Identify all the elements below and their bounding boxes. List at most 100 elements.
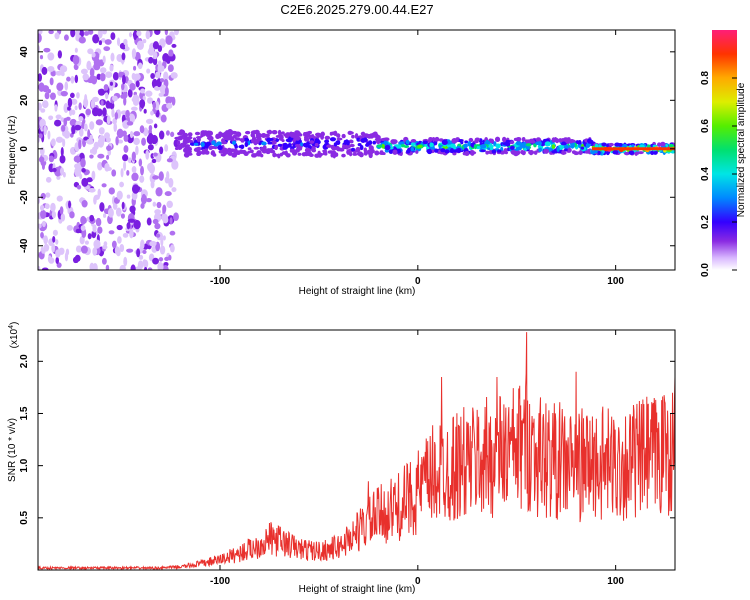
signal-speck — [470, 150, 474, 155]
signal-speck — [543, 148, 550, 154]
signal-speck — [480, 149, 487, 153]
signal-speck — [551, 150, 558, 154]
signal-speck — [232, 134, 237, 139]
noise-speck — [55, 256, 60, 265]
noise-speck — [152, 101, 157, 110]
noise-speck — [127, 88, 133, 98]
noise-speck — [52, 167, 57, 173]
noise-speck — [60, 213, 66, 222]
signal-speck — [485, 150, 489, 155]
signal-speck — [243, 151, 249, 156]
noise-speck — [153, 152, 158, 157]
noise-speck — [91, 170, 96, 181]
noise-speck — [119, 243, 125, 253]
noise-speck — [78, 102, 82, 110]
noise-speck — [152, 57, 158, 66]
signal-speck — [254, 138, 260, 145]
noise-speck — [92, 34, 100, 44]
noise-speck — [48, 115, 54, 121]
noise-speck — [122, 232, 129, 238]
noise-speck — [55, 249, 61, 258]
noise-speck — [160, 114, 167, 123]
noise-speck — [131, 166, 137, 174]
noise-speck — [154, 223, 161, 230]
signal-speck — [211, 140, 216, 145]
noise-speck — [162, 216, 169, 224]
signal-speck — [217, 145, 223, 151]
noise-speck — [140, 88, 146, 94]
noise-speck — [166, 200, 173, 209]
noise-speck — [141, 193, 146, 201]
noise-speck — [98, 40, 102, 46]
signal-speck — [240, 144, 245, 150]
noise-speck — [63, 103, 69, 114]
noise-speck — [162, 204, 167, 214]
noise-speck — [136, 248, 141, 258]
signal-speck — [426, 149, 433, 155]
signal-speck — [311, 148, 317, 153]
y-tick-label: 40 — [19, 46, 30, 58]
signal-speck — [367, 133, 373, 139]
noise-speck — [105, 92, 109, 100]
signal-speck — [329, 137, 337, 142]
signal-speck — [345, 145, 349, 150]
noise-speck — [110, 32, 116, 40]
noise-speck — [165, 35, 173, 46]
noise-speck — [43, 235, 49, 245]
y-tick-label: 0.5 — [19, 510, 30, 524]
signal-speck — [261, 141, 267, 146]
signal-speck — [247, 147, 252, 151]
noise-speck — [100, 38, 106, 43]
noise-speck — [73, 155, 81, 163]
snr-scale-exponent: 4 — [8, 325, 15, 329]
noise-speck — [38, 197, 41, 204]
colorbar-label: Normalized spectral amplitude — [736, 82, 747, 217]
noise-speck — [114, 112, 119, 120]
snr-frame — [37, 329, 676, 571]
noise-speck — [135, 80, 140, 88]
noise-speck — [130, 106, 138, 111]
signal-speck — [428, 137, 433, 142]
noise-speck — [81, 168, 86, 173]
noise-speck — [119, 264, 126, 270]
signal-speck — [277, 143, 283, 147]
signal-speck — [486, 140, 491, 145]
signal-speck — [314, 132, 322, 137]
signal-speck — [660, 141, 666, 147]
noise-speck — [164, 30, 168, 36]
noise-speck — [152, 51, 158, 60]
noise-speck — [39, 146, 45, 156]
noise-speck — [171, 187, 177, 193]
signal-speck — [544, 141, 551, 147]
noise-speck — [49, 92, 56, 100]
noise-speck — [60, 90, 68, 97]
noise-speck — [154, 209, 162, 215]
noise-speck — [126, 121, 134, 126]
noise-speck — [162, 235, 166, 241]
signal-speck — [349, 143, 355, 148]
noise-speck — [150, 110, 154, 116]
noise-speck — [84, 93, 88, 103]
x-tick-label: -100 — [210, 576, 230, 587]
noise-speck — [147, 144, 154, 151]
signal-speck — [449, 147, 455, 154]
y-tick-label: 2.0 — [19, 354, 30, 368]
noise-speck — [152, 175, 160, 180]
noise-speck — [97, 88, 106, 96]
colorbar-tick-label: 0.2 — [700, 215, 711, 229]
signal-speck — [176, 140, 181, 146]
noise-speck — [169, 217, 173, 225]
noise-speck — [147, 49, 152, 55]
noise-speck — [155, 187, 163, 197]
signal-speck — [251, 130, 257, 135]
signal-speck — [356, 151, 363, 157]
signal-speck — [456, 147, 462, 153]
signal-speck — [608, 142, 614, 147]
signal-speck — [309, 140, 315, 144]
noise-speck — [42, 220, 46, 228]
noise-speck — [38, 73, 43, 82]
signal-speck — [289, 131, 294, 137]
noise-speck — [87, 233, 92, 240]
noise-speck — [55, 70, 63, 76]
noise-speck — [116, 248, 121, 257]
